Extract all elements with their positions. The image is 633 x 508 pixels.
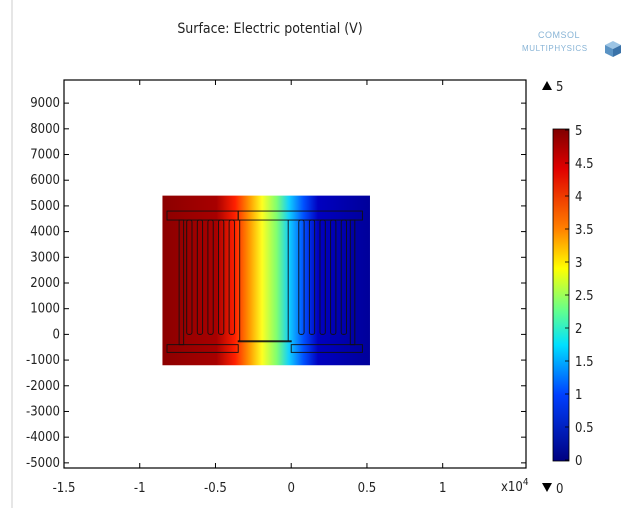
colorbar-tick-label: 1 xyxy=(575,388,582,403)
right-finger xyxy=(319,219,326,335)
y-tick-label: 0 xyxy=(53,327,60,342)
comsol-logo: COMSOL MULTIPHYSICS xyxy=(520,26,630,66)
x-axis: -1.5 -1 -0.5 0 0.5 1 xyxy=(53,80,446,496)
left-finger xyxy=(196,219,204,335)
y-tick-label: 8000 xyxy=(30,122,60,137)
y-tick-label: 7000 xyxy=(30,148,60,163)
x-tick-label: 0.5 xyxy=(358,481,377,496)
y-tick-label: 1000 xyxy=(30,302,60,317)
colorbar-tick-label: 1.5 xyxy=(575,355,594,370)
y-tick-label: 6000 xyxy=(30,173,60,188)
y-axis: 9000 8000 7000 6000 5000 4000 3000 2000 1000 0 -10… xyxy=(26,96,526,471)
left-finger xyxy=(228,219,235,335)
y-tick-label: -1000 xyxy=(26,353,60,368)
potential-surface xyxy=(162,195,370,366)
x-tick-label: -1.5 xyxy=(53,481,76,496)
x-tick-label: -1 xyxy=(134,481,146,496)
colorbar-tick-label: 3 xyxy=(575,256,582,271)
left-outer-finger xyxy=(178,219,185,346)
colorbar-tick-label: 3.5 xyxy=(575,223,594,238)
logo-line2: MULTIPHYSICS xyxy=(522,44,588,53)
left-finger xyxy=(207,219,214,335)
right-finger xyxy=(308,219,316,335)
left-finger xyxy=(186,219,193,335)
colorbar-ticks: 5 4.5 4 3.5 3 2.5 2 1.5 1 0.5 0 xyxy=(565,124,594,469)
colorbar-tick-label: 4 xyxy=(575,190,582,205)
colorbar-min-label: 0 xyxy=(556,482,563,497)
colorbar-tick-label: 2.5 xyxy=(575,289,594,304)
colorbar-tick-label: 4.5 xyxy=(575,157,594,172)
colorbar-max-label: 5 xyxy=(556,80,563,95)
axes-frame xyxy=(63,79,527,469)
y-tick-label: -2000 xyxy=(26,379,60,394)
colorbar-tick-label: 0.5 xyxy=(575,421,594,436)
right-bottom-busbar xyxy=(290,344,363,353)
electrode-outlines xyxy=(166,210,363,353)
cube-icon xyxy=(605,41,621,57)
logo-line1: COMSOL xyxy=(538,30,581,40)
y-tick-label: 3000 xyxy=(30,250,60,265)
y-tick-label: -3000 xyxy=(26,404,60,419)
y-tick-label: -4000 xyxy=(26,430,60,445)
y-tick-label: 4000 xyxy=(30,225,60,240)
right-finger xyxy=(340,219,347,335)
y-tick-label: 5000 xyxy=(30,199,60,214)
middle-bottom-line xyxy=(237,340,292,343)
surface-shape xyxy=(162,195,370,366)
max-arrow-icon xyxy=(542,81,552,90)
colorbar-tick-label: 2 xyxy=(575,322,582,337)
right-outer-finger xyxy=(349,219,356,346)
y-tick-label: 2000 xyxy=(30,276,60,291)
colorbar-tick-label: 5 xyxy=(575,124,582,139)
left-border xyxy=(11,0,13,508)
y-tick-label: -5000 xyxy=(26,456,60,471)
x-tick-label: -0.5 xyxy=(204,481,227,496)
right-finger xyxy=(298,219,305,335)
x-exponent-label: x104 xyxy=(501,477,529,495)
x-tick-label: 0 xyxy=(287,481,294,496)
plot-title: Surface: Electric potential (V) xyxy=(177,21,363,37)
left-finger xyxy=(218,219,225,335)
colorbar-tick-label: 0 xyxy=(575,454,582,469)
left-bottom-busbar xyxy=(166,344,239,353)
min-arrow-icon xyxy=(542,483,552,492)
right-finger xyxy=(330,219,337,335)
y-tick-label: 9000 xyxy=(30,96,60,111)
x-tick-label: 1 xyxy=(439,481,446,496)
